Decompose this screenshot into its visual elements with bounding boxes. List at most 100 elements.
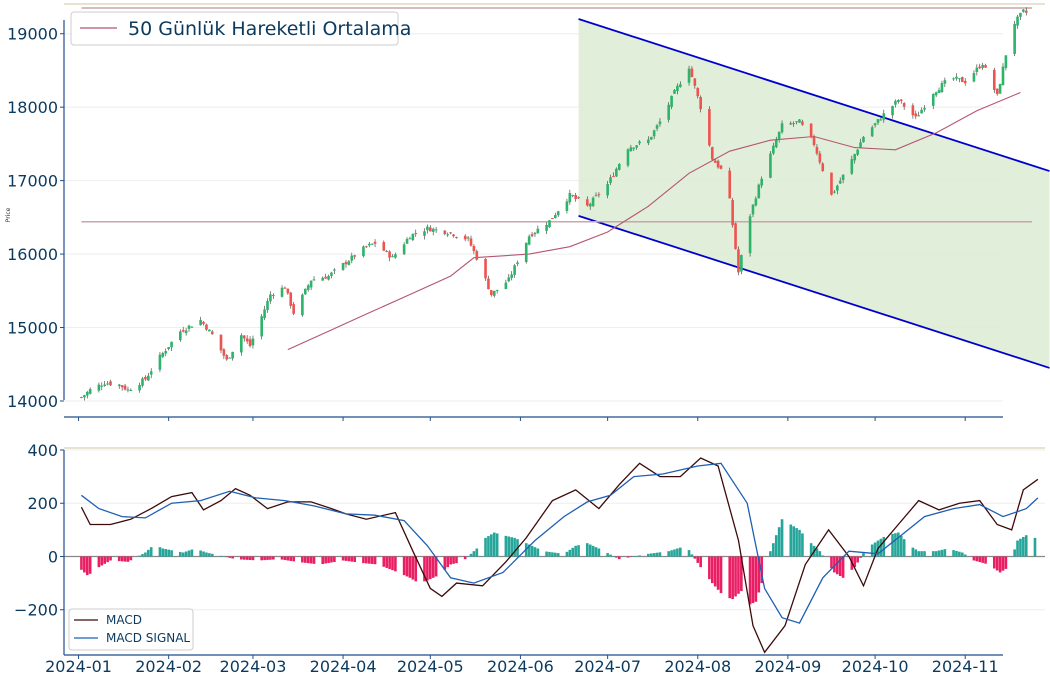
histogram-bar-negative (283, 556, 287, 561)
histogram-bar-positive (612, 556, 615, 557)
candle-up (370, 243, 374, 245)
candle-up (853, 154, 857, 161)
histogram-bar-negative (303, 556, 307, 563)
histogram-bar-positive (199, 550, 202, 557)
histogram-bar-negative (321, 556, 325, 564)
histogram-bar-positive (649, 553, 653, 557)
histogram-bar-positive (798, 529, 801, 557)
candle-down (914, 113, 918, 117)
candle-down (728, 170, 732, 199)
candle-up (167, 347, 170, 350)
candle-up (516, 262, 519, 264)
candle-up (83, 395, 86, 398)
histogram-bar-negative (370, 556, 374, 564)
candle-up (553, 215, 557, 219)
histogram-bar-negative (992, 556, 996, 569)
histogram-bar-positive (190, 549, 194, 557)
candle-up (629, 147, 633, 152)
histogram-bar-positive (670, 550, 673, 557)
histogram-bar-negative (100, 556, 104, 566)
candle-up (161, 352, 165, 357)
candle-down (449, 232, 452, 234)
histogram-bar-positive (533, 547, 537, 557)
histogram-bar-positive (655, 552, 659, 557)
histogram-bar-positive (609, 554, 612, 557)
candle-up (740, 254, 743, 272)
candle-up (466, 237, 470, 239)
candle-down (795, 121, 798, 123)
candle-down (708, 109, 711, 146)
histogram-bar-positive (917, 551, 921, 557)
candle-up (655, 125, 659, 129)
candle-up (748, 216, 752, 254)
candle-down (734, 223, 737, 249)
histogram-bar-positive (568, 549, 572, 557)
histogram-bar-negative (1004, 556, 1008, 569)
candle-down (144, 376, 147, 380)
price-legend: 50 Günlük Hareketli Ortalama (70, 11, 411, 46)
candle-down (222, 349, 226, 356)
histogram-bar-negative (367, 556, 371, 564)
histogram-bar-positive (795, 528, 798, 557)
macd-y-tick-label: −200 (14, 601, 58, 620)
histogram-bar-negative (266, 556, 269, 560)
histogram-bar-negative (626, 556, 630, 558)
histogram-bar-negative (286, 556, 290, 561)
candle-up (882, 113, 886, 120)
histogram-bar-positive (187, 550, 191, 557)
histogram-bar-negative (263, 556, 266, 561)
histogram-bar-positive (920, 551, 923, 557)
price-y-tick-label: 15000 (7, 319, 58, 338)
histogram-bar-positive (952, 550, 955, 557)
candle-down (812, 136, 816, 145)
candle-up (952, 78, 955, 80)
histogram-bar-positive (181, 552, 185, 557)
histogram-bar-negative (85, 556, 89, 576)
histogram-bar-negative (1001, 556, 1005, 571)
histogram-bar-negative (301, 556, 304, 563)
candle-up (617, 164, 621, 170)
histogram-bar-positive (530, 545, 534, 557)
histogram-bar-positive (801, 533, 804, 557)
histogram-bar-positive (170, 550, 173, 557)
histogram-bar-negative (981, 556, 984, 563)
histogram-bar-negative (350, 556, 354, 562)
candle-down (821, 163, 825, 171)
candle-down (713, 160, 717, 163)
candle-up (97, 384, 101, 391)
histogram-bar-negative (117, 556, 121, 562)
candle-up (394, 254, 397, 258)
candle-up (507, 277, 511, 282)
histogram-bar-negative (292, 556, 295, 562)
candle-down (830, 172, 833, 195)
candle-up (301, 294, 304, 316)
histogram-bar-positive (899, 535, 903, 557)
candle-down (109, 381, 112, 386)
candle-up (667, 104, 670, 120)
channel-layer (578, 18, 1050, 369)
histogram-bar-positive (504, 535, 508, 557)
histogram-bar-negative (341, 556, 345, 561)
histogram-bar-positive (792, 526, 795, 557)
price-panel: 14000 15000 16000 17000 18000 19000 Price 50 … (5, 3, 1050, 421)
candle-up (798, 119, 801, 123)
candle-up (841, 174, 845, 180)
candles-layer (80, 7, 1028, 401)
candle-up (141, 378, 144, 386)
candle-up (838, 180, 842, 184)
histogram-bar-positive (923, 551, 926, 557)
histogram-bar-positive (772, 543, 775, 557)
candle-up (679, 84, 682, 88)
candle-up (391, 256, 394, 258)
histogram-bar-positive (594, 547, 598, 557)
candle-down (120, 385, 124, 388)
histogram-bar-negative (838, 556, 842, 577)
candle-up (513, 265, 516, 275)
candle-up (385, 250, 388, 252)
candle-down (585, 199, 589, 206)
candle-up (789, 123, 793, 125)
channel-fill (578, 19, 1050, 368)
candle-down (353, 255, 357, 257)
histogram-bar-positive (588, 544, 592, 557)
histogram-bar-negative (242, 556, 246, 560)
